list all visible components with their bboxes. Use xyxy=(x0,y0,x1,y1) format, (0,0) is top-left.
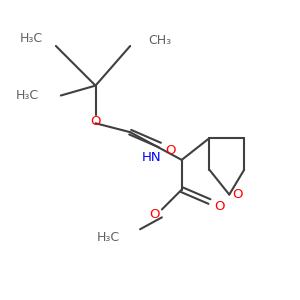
Text: HN: HN xyxy=(142,152,162,164)
Text: O: O xyxy=(90,115,101,128)
Text: O: O xyxy=(166,143,176,157)
Text: H₃C: H₃C xyxy=(16,89,39,102)
Text: H₃C: H₃C xyxy=(20,32,43,44)
Text: O: O xyxy=(214,200,225,213)
Text: H₃C: H₃C xyxy=(97,231,120,244)
Text: CH₃: CH₃ xyxy=(148,34,171,46)
Text: O: O xyxy=(150,208,160,221)
Text: O: O xyxy=(232,188,242,201)
